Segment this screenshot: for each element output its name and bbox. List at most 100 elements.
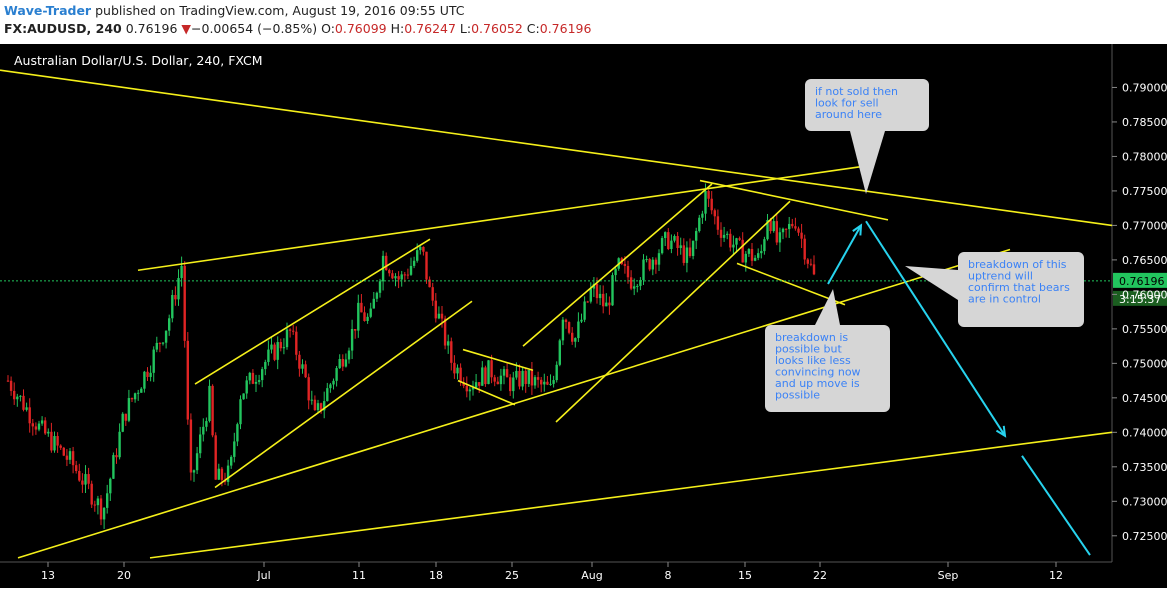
down-candle-body bbox=[459, 367, 462, 383]
up-candle-body bbox=[447, 341, 450, 346]
chart-area[interactable]: 0.76196 3:15:37 if not sold then look for … bbox=[0, 44, 1167, 588]
up-candle-body bbox=[208, 385, 211, 422]
price-tick-label: 0.74500 bbox=[1122, 392, 1167, 405]
up-candle-body bbox=[329, 384, 332, 389]
up-candle-body bbox=[366, 316, 369, 321]
callout-top: if not sold then look for sell around here bbox=[805, 79, 929, 194]
down-candle-body bbox=[784, 228, 788, 230]
up-candle-body bbox=[323, 401, 326, 411]
down-candle-body bbox=[524, 370, 527, 384]
callout-middle: breakdown is possible but looks like less c… bbox=[765, 289, 890, 412]
projection-up-arrow-head bbox=[852, 223, 863, 236]
up-candle-body bbox=[679, 245, 682, 249]
down-candle-body bbox=[81, 480, 84, 485]
down-candle-body bbox=[478, 382, 481, 386]
pullback-top-line bbox=[699, 179, 889, 221]
up-candle-body bbox=[301, 364, 304, 369]
published-text: published on TradingView.com, August 19,… bbox=[95, 3, 465, 18]
up-candle-body bbox=[527, 369, 530, 384]
price-tick-label: 0.73000 bbox=[1122, 495, 1167, 508]
down-candle-body bbox=[797, 228, 800, 233]
up-candle-body bbox=[177, 278, 180, 300]
down-candle-body bbox=[794, 226, 797, 229]
up-candle-body bbox=[248, 372, 251, 381]
down-candle-body bbox=[71, 451, 75, 466]
up-candle-body bbox=[598, 293, 602, 299]
down-candle-body bbox=[158, 342, 162, 344]
down-candle-body bbox=[602, 293, 605, 307]
down-candle-body bbox=[741, 239, 744, 263]
down-candle-body bbox=[623, 263, 627, 266]
down-candle-body bbox=[59, 445, 62, 448]
up-candle-body bbox=[217, 468, 220, 480]
down-candle-body bbox=[50, 431, 53, 451]
up-candle-body bbox=[264, 361, 267, 370]
up-candle-body bbox=[192, 470, 196, 473]
down-candle-body bbox=[626, 265, 630, 278]
down-candle-body bbox=[571, 332, 574, 342]
up-candle-body bbox=[199, 434, 202, 454]
up-candle-body bbox=[552, 380, 555, 384]
down-candle-body bbox=[682, 245, 685, 263]
down-candle-body bbox=[298, 354, 301, 369]
down-candle-body bbox=[536, 377, 540, 380]
up-candle-body bbox=[378, 281, 382, 293]
time-tick-label: 22 bbox=[813, 569, 827, 582]
symbol-label[interactable]: FX:AUDUSD, 240 bbox=[4, 21, 122, 36]
down-candle-body bbox=[385, 255, 388, 271]
down-candle-body bbox=[431, 287, 434, 301]
time-tick-label: 20 bbox=[117, 569, 131, 582]
up-candle-body bbox=[257, 380, 261, 382]
up-candle-body bbox=[168, 318, 171, 331]
price-chart[interactable]: 0.76196 3:15:37 if not sold then look for … bbox=[0, 44, 1167, 588]
up-candle-body bbox=[685, 247, 689, 263]
up-candle-body bbox=[276, 342, 279, 360]
up-candle-body bbox=[254, 381, 258, 384]
up-candle-body bbox=[236, 424, 239, 442]
down-candle-body bbox=[546, 381, 549, 385]
up-candle-body bbox=[242, 393, 245, 400]
down-candle-body bbox=[183, 265, 186, 341]
up-candle-body bbox=[704, 190, 707, 214]
close-value: 0.76196 bbox=[539, 21, 592, 36]
down-candle-body bbox=[586, 301, 589, 303]
time-tick-label: 25 bbox=[505, 569, 519, 582]
down-candle-body bbox=[319, 403, 323, 411]
down-candle-body bbox=[93, 504, 96, 506]
june-channel-top-line bbox=[194, 238, 431, 385]
time-axis-background bbox=[0, 562, 1112, 588]
down-candle-body bbox=[676, 236, 679, 249]
down-candle-body bbox=[648, 259, 651, 270]
down-candle-body bbox=[713, 210, 716, 217]
down-candle-body bbox=[493, 377, 496, 382]
down-candle-body bbox=[803, 238, 806, 260]
flag-bottom-line bbox=[457, 379, 516, 406]
up-candle-body bbox=[639, 280, 642, 286]
down-candle-body bbox=[462, 382, 465, 386]
callout-top-text: if not sold then look for sell around here bbox=[815, 85, 898, 121]
up-candle-body bbox=[102, 507, 106, 520]
up-candle-body bbox=[195, 453, 199, 471]
up-candle-body bbox=[772, 221, 775, 232]
down-candle-body bbox=[78, 470, 81, 481]
open-value: 0.76099 bbox=[334, 21, 387, 36]
down-candle-body bbox=[567, 322, 571, 333]
down-candle-body bbox=[22, 395, 25, 410]
down-candle-body bbox=[812, 264, 816, 275]
up-candle-body bbox=[502, 369, 506, 376]
price-tick-label: 0.75500 bbox=[1122, 323, 1167, 336]
up-candle-body bbox=[316, 403, 320, 411]
down-candle-body bbox=[13, 390, 16, 400]
up-candle-body bbox=[419, 246, 422, 251]
up-candle-body bbox=[561, 319, 565, 341]
up-candle-body bbox=[722, 234, 726, 238]
up-candle-body bbox=[109, 478, 112, 494]
up-candle-body bbox=[338, 359, 341, 369]
up-candle-body bbox=[245, 380, 248, 394]
down-candle-body bbox=[363, 312, 366, 321]
up-candle-body bbox=[670, 240, 673, 250]
june-channel-bottom-line bbox=[214, 300, 473, 489]
author-name[interactable]: Wave-Trader bbox=[4, 3, 92, 18]
up-candle-body bbox=[695, 231, 698, 241]
time-tick-label: 18 bbox=[429, 569, 443, 582]
